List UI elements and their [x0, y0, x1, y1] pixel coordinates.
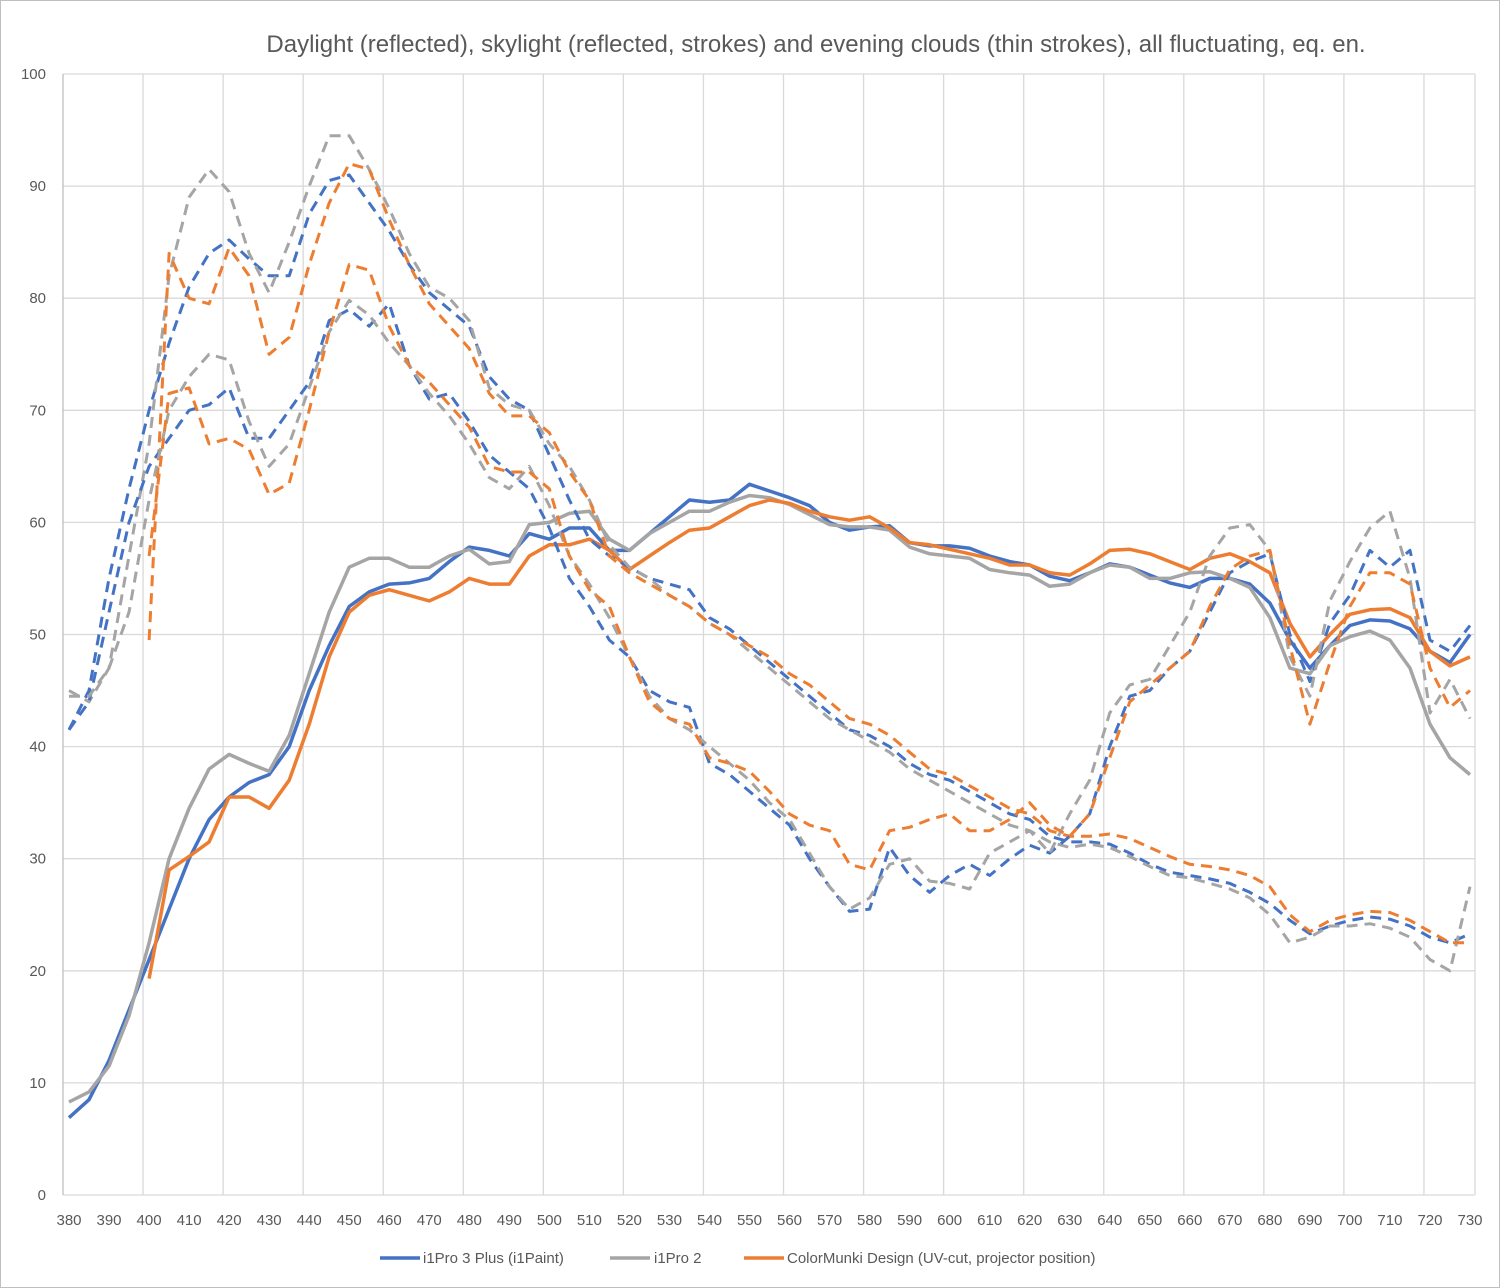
series-lines — [67, 134, 1472, 1120]
series-line-5-dashed — [68, 134, 1472, 973]
x-tick-label: 640 — [1097, 1212, 1122, 1229]
y-tick-label: 10 — [29, 1075, 46, 1092]
series-line-7-dashed-thin — [67, 302, 1472, 913]
chart-title: Daylight (reflected), skylight (reflecte… — [266, 31, 1365, 58]
y-tick-label: 0 — [38, 1187, 46, 1204]
x-tick-label: 630 — [1057, 1212, 1082, 1229]
x-tick-label: 470 — [417, 1212, 442, 1229]
x-tick-label: 610 — [977, 1212, 1002, 1229]
x-tick-label: 410 — [177, 1212, 202, 1229]
x-tick-label: 600 — [937, 1212, 962, 1229]
series-line-4-dashed — [67, 173, 1471, 945]
y-tick-label: 20 — [29, 963, 46, 980]
x-tick-label: 450 — [337, 1212, 362, 1229]
x-tick-label: 560 — [777, 1212, 802, 1229]
y-tick-label: 40 — [29, 739, 46, 756]
y-axis-ticks: 0 10 20 30 40 50 60 70 80 90 100 — [21, 66, 46, 1204]
y-tick-label: 100 — [21, 66, 46, 83]
x-tick-label: 660 — [1177, 1212, 1202, 1229]
y-tick-label: 90 — [29, 178, 46, 195]
x-tick-label: 710 — [1377, 1212, 1402, 1229]
y-tick-label: 70 — [29, 402, 46, 419]
x-axis-ticks: 380 390 400 410 420 430 440 450 460 470 480 490 500 5… — [56, 1212, 1482, 1229]
x-tick-label: 480 — [457, 1212, 482, 1229]
x-tick-label: 430 — [257, 1212, 282, 1229]
x-tick-label: 620 — [1017, 1212, 1042, 1229]
series-line-8-dashed-thin — [69, 298, 1472, 911]
legend-label-i1pro3: i1Pro 3 Plus (i1Paint) — [423, 1250, 564, 1267]
x-tick-label: 730 — [1457, 1212, 1482, 1229]
x-tick-label: 540 — [697, 1212, 722, 1229]
x-tick-label: 460 — [377, 1212, 402, 1229]
legend-label-i1pro2: i1Pro 2 — [654, 1250, 702, 1267]
x-tick-label: 720 — [1417, 1212, 1442, 1229]
x-tick-label: 380 — [56, 1212, 81, 1229]
x-tick-label: 400 — [137, 1212, 162, 1229]
legend-label-colormunki: ColorMunki Design (UV-cut, projector pos… — [787, 1250, 1095, 1267]
x-tick-label: 500 — [537, 1212, 562, 1229]
x-tick-label: 580 — [857, 1212, 882, 1229]
x-tick-label: 440 — [297, 1212, 322, 1229]
legend: i1Pro 3 Plus (i1Paint) i1Pro 2 ColorMunk… — [380, 1250, 1095, 1267]
x-tick-label: 520 — [617, 1212, 642, 1229]
x-tick-label: 650 — [1137, 1212, 1162, 1229]
y-tick-label: 60 — [29, 514, 46, 531]
series-line-6-dashed — [147, 162, 1470, 945]
x-tick-label: 530 — [657, 1212, 682, 1229]
x-tick-label: 420 — [217, 1212, 242, 1229]
y-tick-label: 30 — [29, 851, 46, 868]
x-tick-label: 680 — [1257, 1212, 1282, 1229]
x-tick-label: 510 — [577, 1212, 602, 1229]
x-tick-label: 390 — [97, 1212, 122, 1229]
series-line-9-dashed-thin — [147, 263, 1471, 872]
x-tick-label: 670 — [1217, 1212, 1242, 1229]
y-tick-label: 80 — [29, 290, 46, 307]
x-tick-label: 590 — [897, 1212, 922, 1229]
series-line-2-solid — [68, 493, 1472, 1104]
gridlines — [62, 73, 1476, 1196]
series-line-3-solid — [147, 498, 1471, 979]
x-tick-label: 490 — [497, 1212, 522, 1229]
x-tick-label: 700 — [1337, 1212, 1362, 1229]
x-tick-label: 550 — [737, 1212, 762, 1229]
y-tick-label: 50 — [29, 627, 46, 644]
x-tick-label: 690 — [1297, 1212, 1322, 1229]
x-tick-label: 570 — [817, 1212, 842, 1229]
